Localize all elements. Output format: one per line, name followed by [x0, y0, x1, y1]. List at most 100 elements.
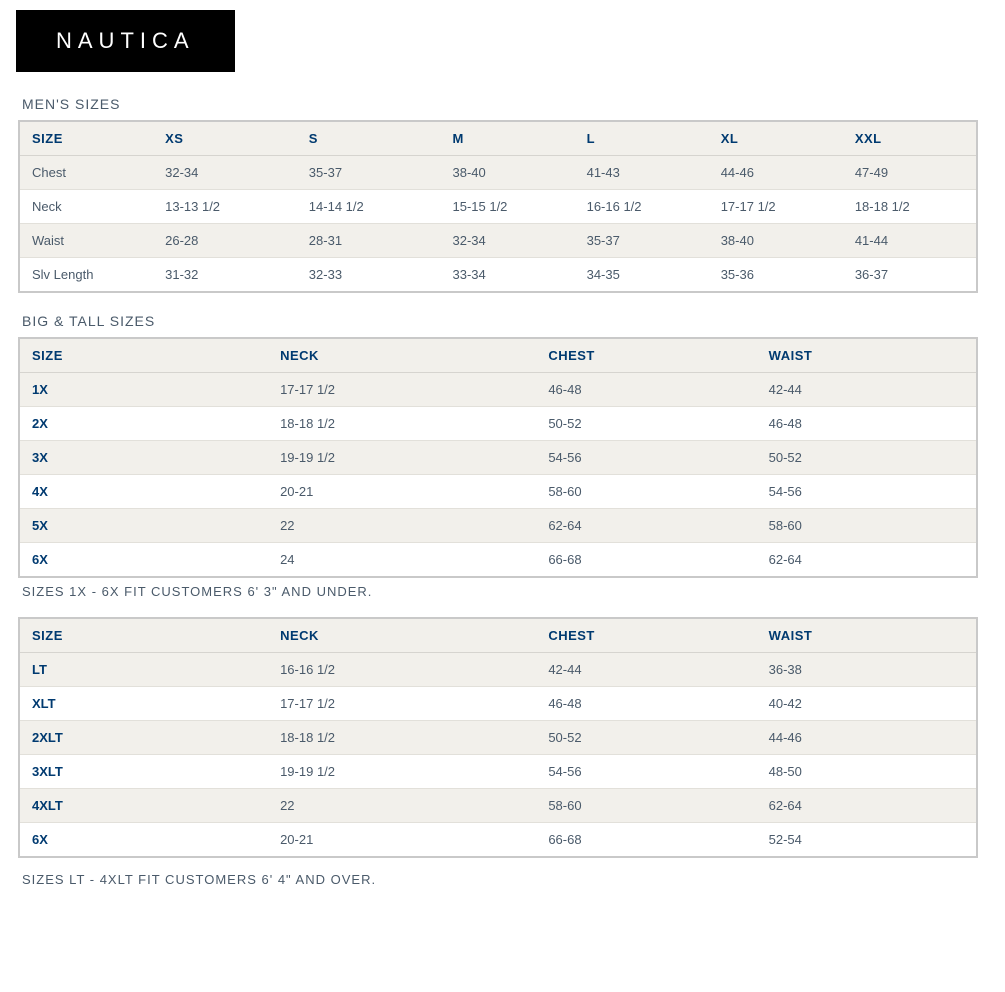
cell: 40-42: [757, 687, 977, 721]
mens-sizes-table: SIZE XS S M L XL XXL Chest 32-34 35-37 3…: [18, 120, 978, 293]
cell: 22: [268, 789, 536, 823]
table-row: XLT 17-17 1/2 46-48 40-42: [19, 687, 977, 721]
cell: 17-17 1/2: [268, 687, 536, 721]
cell: XLT: [19, 687, 268, 721]
cell: 54-56: [536, 755, 756, 789]
cell: 54-56: [757, 475, 977, 509]
cell: 66-68: [536, 543, 756, 578]
cell: 66-68: [536, 823, 756, 858]
cell: 15-15 1/2: [440, 190, 574, 224]
cell: 44-46: [709, 156, 843, 190]
cell: 5X: [19, 509, 268, 543]
cell: 24: [268, 543, 536, 578]
cell: 17-17 1/2: [709, 190, 843, 224]
table-row: 4X 20-21 58-60 54-56: [19, 475, 977, 509]
cell: 50-52: [536, 721, 756, 755]
cell: 35-37: [297, 156, 441, 190]
brand-logo: NAUTICA: [16, 10, 235, 72]
cell: 2X: [19, 407, 268, 441]
col-header: XXL: [843, 121, 977, 156]
cell: 38-40: [709, 224, 843, 258]
cell: 54-56: [536, 441, 756, 475]
cell: 18-18 1/2: [843, 190, 977, 224]
table-row: Slv Length 31-32 32-33 33-34 34-35 35-36…: [19, 258, 977, 293]
cell: 62-64: [757, 543, 977, 578]
col-header: CHEST: [536, 618, 756, 653]
note-bigtall: SIZES 1X - 6X FIT CUSTOMERS 6' 3" AND UN…: [22, 584, 1005, 599]
cell: 41-44: [843, 224, 977, 258]
table-row: 1X 17-17 1/2 46-48 42-44: [19, 373, 977, 407]
table-row: 2XLT 18-18 1/2 50-52 44-46: [19, 721, 977, 755]
table-row: 2X 18-18 1/2 50-52 46-48: [19, 407, 977, 441]
cell: 20-21: [268, 475, 536, 509]
cell: 32-33: [297, 258, 441, 293]
cell: 32-34: [153, 156, 297, 190]
cell: 3XLT: [19, 755, 268, 789]
table-row: LT 16-16 1/2 42-44 36-38: [19, 653, 977, 687]
tall-sizes-table: SIZE NECK CHEST WAIST LT 16-16 1/2 42-44…: [18, 617, 978, 858]
cell: 42-44: [536, 653, 756, 687]
col-header: SIZE: [19, 618, 268, 653]
cell: 16-16 1/2: [268, 653, 536, 687]
cell: 34-35: [575, 258, 709, 293]
col-header: XL: [709, 121, 843, 156]
cell: 36-38: [757, 653, 977, 687]
note-tall: SIZES LT - 4XLT FIT CUSTOMERS 6' 4" AND …: [22, 872, 1005, 887]
cell: 46-48: [536, 373, 756, 407]
cell: Waist: [19, 224, 153, 258]
col-header: WAIST: [757, 338, 977, 373]
cell: 62-64: [536, 509, 756, 543]
cell: 42-44: [757, 373, 977, 407]
col-header: XS: [153, 121, 297, 156]
cell: 48-50: [757, 755, 977, 789]
cell: 22: [268, 509, 536, 543]
col-header: NECK: [268, 618, 536, 653]
col-header: M: [440, 121, 574, 156]
table-row: Waist 26-28 28-31 32-34 35-37 38-40 41-4…: [19, 224, 977, 258]
cell: 38-40: [440, 156, 574, 190]
cell: 31-32: [153, 258, 297, 293]
cell: 4XLT: [19, 789, 268, 823]
cell: Neck: [19, 190, 153, 224]
cell: 19-19 1/2: [268, 755, 536, 789]
cell: 2XLT: [19, 721, 268, 755]
cell: 14-14 1/2: [297, 190, 441, 224]
cell: 18-18 1/2: [268, 721, 536, 755]
section-title-bigtall: BIG & TALL SIZES: [22, 313, 1005, 329]
cell: 28-31: [297, 224, 441, 258]
cell: 3X: [19, 441, 268, 475]
cell: Chest: [19, 156, 153, 190]
cell: Slv Length: [19, 258, 153, 293]
cell: 16-16 1/2: [575, 190, 709, 224]
col-header: CHEST: [536, 338, 756, 373]
cell: 35-37: [575, 224, 709, 258]
cell: 50-52: [757, 441, 977, 475]
cell: 1X: [19, 373, 268, 407]
cell: 26-28: [153, 224, 297, 258]
cell: 46-48: [536, 687, 756, 721]
cell: 58-60: [536, 475, 756, 509]
cell: 6X: [19, 823, 268, 858]
cell: 44-46: [757, 721, 977, 755]
col-header: S: [297, 121, 441, 156]
cell: 4X: [19, 475, 268, 509]
cell: 17-17 1/2: [268, 373, 536, 407]
table-row: 4XLT 22 58-60 62-64: [19, 789, 977, 823]
cell: 52-54: [757, 823, 977, 858]
table-header-row: SIZE XS S M L XL XXL: [19, 121, 977, 156]
cell: 47-49: [843, 156, 977, 190]
cell: 46-48: [757, 407, 977, 441]
cell: 50-52: [536, 407, 756, 441]
col-header: SIZE: [19, 338, 268, 373]
table-row: 6X 24 66-68 62-64: [19, 543, 977, 578]
cell: LT: [19, 653, 268, 687]
cell: 41-43: [575, 156, 709, 190]
table-row: Chest 32-34 35-37 38-40 41-43 44-46 47-4…: [19, 156, 977, 190]
cell: 35-36: [709, 258, 843, 293]
col-header: L: [575, 121, 709, 156]
cell: 58-60: [536, 789, 756, 823]
table-header-row: SIZE NECK CHEST WAIST: [19, 618, 977, 653]
col-header: WAIST: [757, 618, 977, 653]
cell: 62-64: [757, 789, 977, 823]
cell: 58-60: [757, 509, 977, 543]
